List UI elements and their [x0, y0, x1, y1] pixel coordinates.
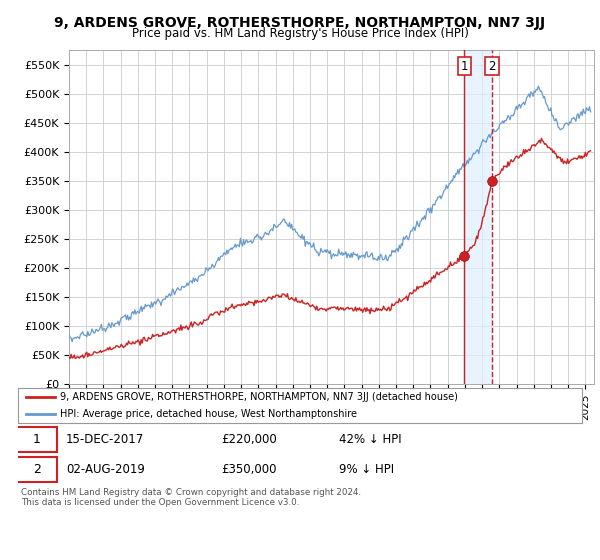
Text: HPI: Average price, detached house, West Northamptonshire: HPI: Average price, detached house, West… — [60, 409, 358, 419]
Text: Price paid vs. HM Land Registry's House Price Index (HPI): Price paid vs. HM Land Registry's House … — [131, 27, 469, 40]
FancyBboxPatch shape — [15, 458, 58, 482]
Text: £350,000: £350,000 — [221, 463, 277, 477]
Text: 9, ARDENS GROVE, ROTHERSTHORPE, NORTHAMPTON, NN7 3JJ: 9, ARDENS GROVE, ROTHERSTHORPE, NORTHAMP… — [55, 16, 545, 30]
Bar — [464, 50, 492, 384]
Text: Contains HM Land Registry data © Crown copyright and database right 2024.
This d: Contains HM Land Registry data © Crown c… — [21, 488, 361, 507]
Text: 42% ↓ HPI: 42% ↓ HPI — [340, 432, 402, 446]
Text: 15-DEC-2017: 15-DEC-2017 — [66, 432, 144, 446]
Text: 9% ↓ HPI: 9% ↓ HPI — [340, 463, 395, 477]
FancyBboxPatch shape — [15, 427, 58, 451]
Text: 2: 2 — [32, 463, 41, 477]
Text: 9, ARDENS GROVE, ROTHERSTHORPE, NORTHAMPTON, NN7 3JJ (detached house): 9, ARDENS GROVE, ROTHERSTHORPE, NORTHAMP… — [60, 392, 458, 402]
Text: 1: 1 — [32, 432, 41, 446]
Text: £220,000: £220,000 — [221, 432, 277, 446]
Text: 1: 1 — [460, 59, 468, 73]
Text: 02-AUG-2019: 02-AUG-2019 — [66, 463, 145, 477]
Text: 2: 2 — [488, 59, 496, 73]
